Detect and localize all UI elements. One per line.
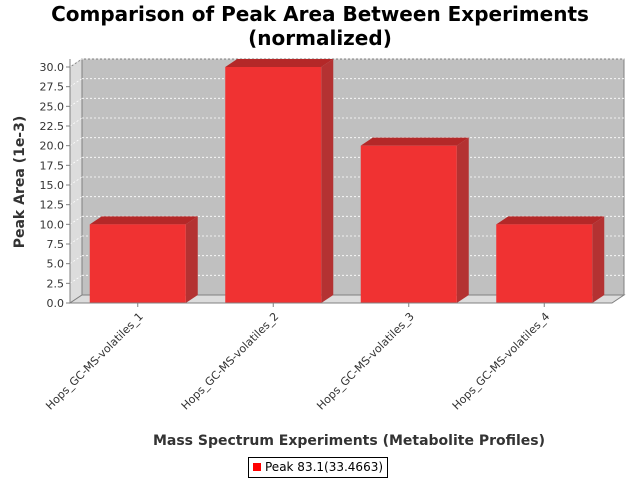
bar-front (89, 224, 186, 303)
bar-front (360, 145, 457, 303)
x-axis-label: Mass Spectrum Experiments (Metabolite Pr… (153, 433, 545, 449)
bar-top (496, 216, 605, 225)
grid-line-side (69, 255, 83, 264)
x-tick-label: Hops_GC-MS-volatiles_4 (450, 310, 553, 413)
legend-swatch (253, 463, 261, 471)
grid-line-side (69, 176, 83, 186)
grid-line-side (69, 235, 83, 245)
grid-lines (69, 58, 624, 284)
grid-line-side (69, 98, 83, 107)
y-tick-label: 10.0 (40, 218, 65, 231)
grid-line-side (69, 196, 83, 205)
y-tick-label: 5.0 (47, 258, 65, 271)
y-axis: 0.0 2.5 5.0 7.5 10.0 12.5 15.0 17.5 20.0 22.5 25.0… (40, 59, 71, 310)
bars (89, 59, 605, 303)
grid-line-side (69, 216, 83, 225)
grid-line-side (69, 157, 83, 166)
y-tick-label: 22.5 (40, 120, 65, 133)
bar (225, 59, 334, 303)
bar (360, 137, 469, 303)
grid-line-side (69, 78, 83, 87)
grid-line-side (69, 275, 83, 284)
y-tick-label: 7.5 (47, 238, 65, 251)
x-tick-label: Hops_GC-MS-volatiles_1 (43, 310, 146, 413)
bar-front (225, 67, 322, 303)
chart-title-line-1: Comparison of Peak Area Between Experime… (51, 2, 589, 26)
y-tick-label: 17.5 (40, 159, 65, 172)
grid-line-side (69, 58, 83, 68)
y-tick-label: 12.5 (40, 199, 65, 212)
x-tick-label: Hops_GC-MS-volatiles_2 (179, 310, 282, 413)
bar-top (225, 59, 334, 67)
chart-title-line-2: (normalized) (248, 26, 392, 50)
y-tick-label: 0.0 (47, 297, 65, 310)
legend-entry-label: Peak 83.1(33.4663) (265, 460, 384, 474)
plot-left-wall (69, 58, 83, 304)
bar-top (89, 216, 198, 225)
chart-title: Comparison of Peak Area Between Experime… (0, 2, 640, 50)
y-tick-label: 30.0 (40, 61, 65, 74)
bar-front (496, 224, 593, 303)
grid-line-side (69, 137, 83, 146)
x-tick-label: Hops_GC-MS-volatiles_3 (314, 310, 417, 413)
bar-top (360, 137, 469, 146)
bar (89, 216, 198, 303)
bar-side (592, 216, 605, 303)
grid-line-side (69, 117, 83, 127)
y-tick-label: 2.5 (47, 277, 65, 290)
bar-side (456, 137, 469, 303)
y-tick-label: 25.0 (40, 100, 65, 113)
y-tick-label: 20.0 (40, 140, 65, 153)
y-tick-label: 27.5 (40, 81, 65, 94)
legend: Peak 83.1(33.4663) (248, 457, 389, 478)
bar-side (321, 59, 334, 303)
y-axis-label: Peak Area (1e-3) (12, 116, 28, 249)
y-tick-label: 15.0 (40, 179, 65, 192)
bar (496, 216, 605, 303)
x-axis: Hops_GC-MS-volatiles_1 Hops_GC-MS-volatil… (43, 302, 612, 413)
bar-side (185, 216, 198, 303)
